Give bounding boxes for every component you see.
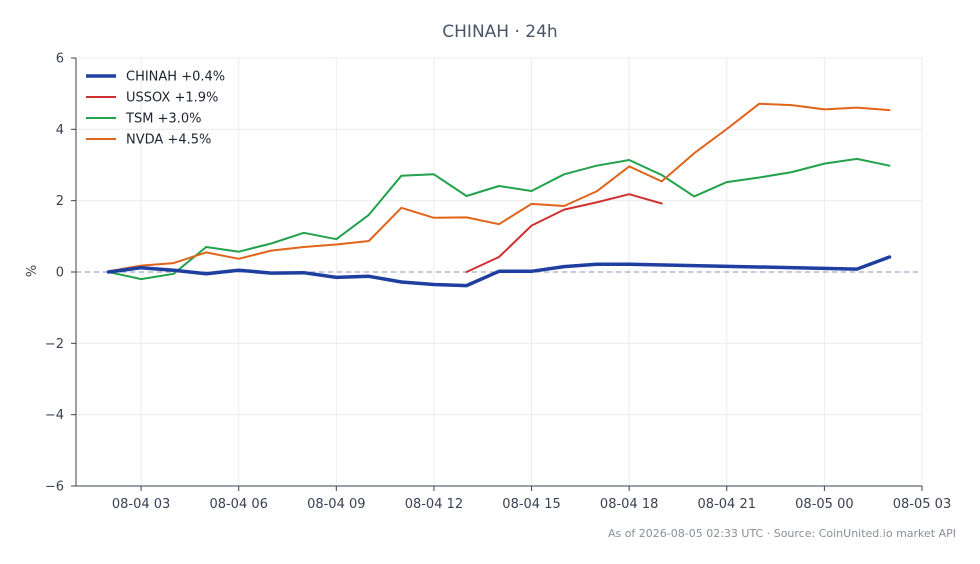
axes: 6 4 2 0 −2 −4 −6 08-04 03 08-04 06 08-04 09 08-04 … [45, 52, 951, 513]
y-tick-label: 6 [56, 52, 64, 67]
y-tick-label: −2 [45, 337, 64, 352]
legend-label-tsm: TSM +3.0% [125, 112, 201, 127]
legend-label-nvda: NVDA +4.5% [126, 133, 211, 148]
footer-source: As of 2026-08-05 02:33 UTC · Source: Coi… [608, 527, 956, 540]
y-tick-label: 4 [56, 123, 64, 138]
x-tick-label: 08-04 06 [209, 497, 267, 512]
legend: CHINAH +0.4% USSOX +1.9% TSM +3.0% NVDA +4.… [86, 70, 225, 148]
y-tick-label: −6 [45, 480, 64, 495]
series-line-ussox [465, 193, 663, 273]
x-tick-label: 08-04 21 [698, 497, 756, 512]
legend-label-chinah: CHINAH +0.4% [126, 70, 225, 85]
series-lines [106, 102, 892, 288]
y-tick-label: 0 [56, 266, 64, 281]
x-tick-label: 08-04 15 [502, 497, 560, 512]
y-tick-label: −4 [45, 408, 64, 423]
y-tick-label: 2 [56, 194, 64, 209]
x-tick-label: 08-05 00 [795, 497, 853, 512]
legend-label-ussox: USSOX +1.9% [126, 91, 218, 106]
x-tick-label: 08-04 12 [405, 497, 463, 512]
series-line-chinah [106, 255, 892, 288]
y-axis-label: % [25, 265, 40, 277]
series-line-tsm [107, 157, 891, 281]
chart-title: CHINAH · 24h [442, 22, 557, 42]
x-tick-label: 08-04 09 [307, 497, 365, 512]
x-tick-label: 08-04 03 [112, 497, 170, 512]
series-line-nvda [107, 102, 891, 273]
x-tick-label: 08-05 03 [893, 497, 951, 512]
x-tick-label: 08-04 18 [600, 497, 658, 512]
